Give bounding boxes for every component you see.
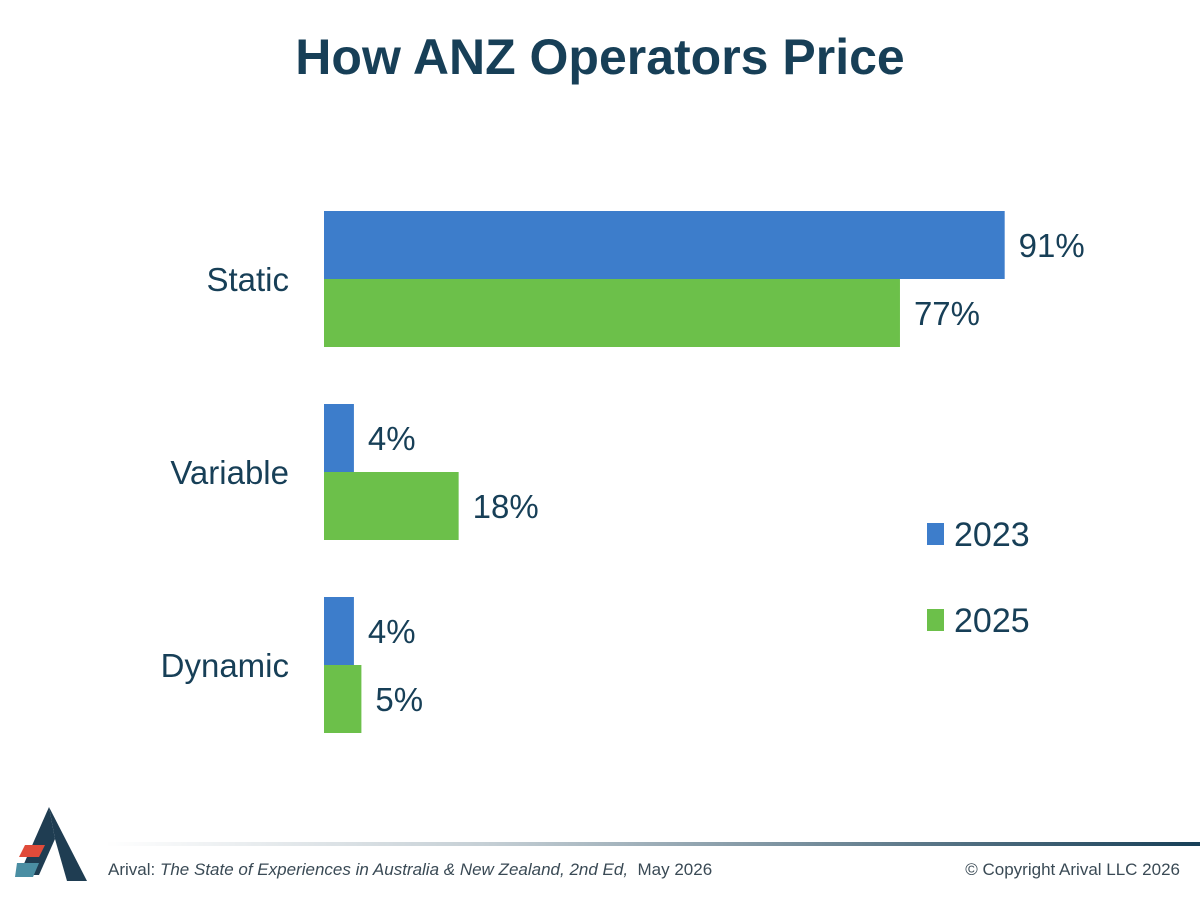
category-label-variable: Variable: [170, 454, 289, 491]
footer-divider: [105, 842, 1200, 846]
legend-swatch-2025: [927, 609, 944, 631]
bar-chart: Static 91% 77% Variable 4% 18% Dynamic 4% 5% 202…: [161, 211, 1085, 733]
bar-dynamic-2023: [324, 597, 354, 665]
legend-swatch-2023: [927, 523, 944, 545]
bar-static-2023: [324, 211, 1005, 279]
source-citation: Arival: The State of Experiences in Aust…: [108, 860, 712, 880]
value-label-variable-2023: 4%: [368, 420, 416, 457]
category-label-static: Static: [206, 261, 289, 298]
bar-dynamic-2025: [324, 665, 362, 733]
bar-variable-2023: [324, 404, 354, 472]
legend-label-2025: 2025: [954, 602, 1030, 640]
value-label-variable-2025: 18%: [473, 488, 539, 525]
value-label-static-2025: 77%: [914, 295, 980, 332]
chart-title: How ANZ Operators Price: [295, 29, 905, 85]
bar-static-2025: [324, 279, 900, 347]
value-label-static-2023: 91%: [1019, 227, 1085, 264]
arival-logo-icon: [15, 807, 87, 881]
category-label-dynamic: Dynamic: [161, 647, 289, 684]
value-label-dynamic-2025: 5%: [375, 681, 423, 718]
legend-label-2023: 2023: [954, 516, 1030, 554]
bars-group: Static 91% 77% Variable 4% 18% Dynamic 4% 5%: [161, 211, 1085, 733]
source-prefix: Arival:: [108, 860, 160, 879]
copyright-notice: © Copyright Arival LLC 2026: [965, 860, 1180, 879]
legend: 2023 2025: [927, 516, 1030, 640]
bar-variable-2025: [324, 472, 459, 540]
source-title: The State of Experiences in Australia & …: [159, 860, 629, 879]
source-date: May 2026: [628, 860, 713, 879]
value-label-dynamic-2023: 4%: [368, 613, 416, 650]
